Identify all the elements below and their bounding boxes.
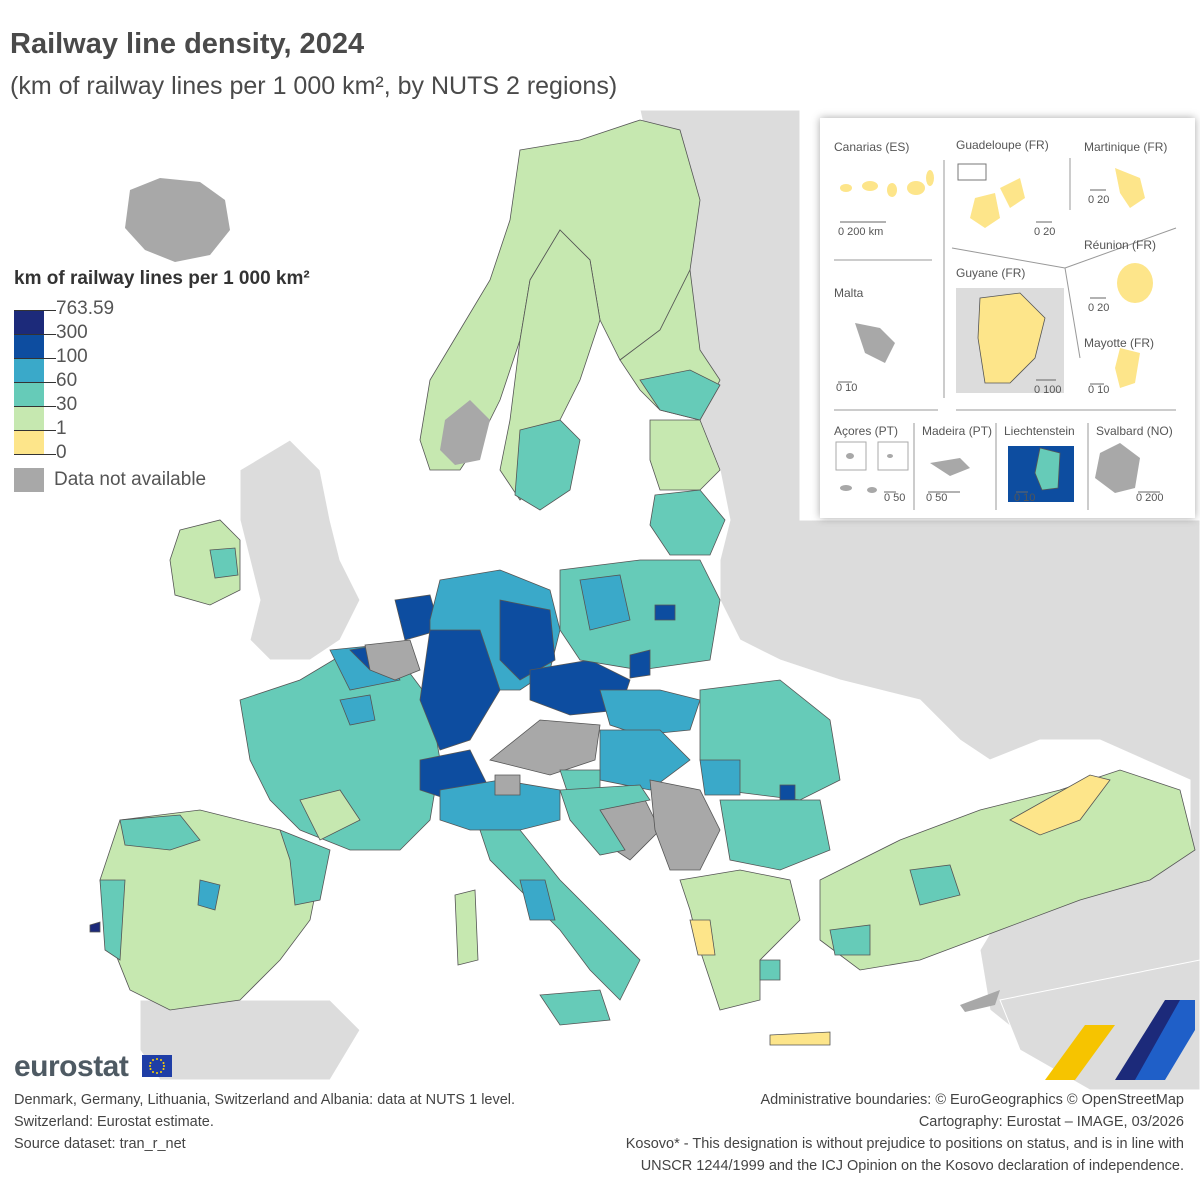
inset-drawings xyxy=(834,158,1177,510)
footnote-right-3: Kosovo* - This designation is without pr… xyxy=(625,1136,1184,1152)
map-title: Railway line density, 2024 xyxy=(10,28,365,60)
legend-label: 763.59 xyxy=(56,298,115,319)
legend-label: 300 xyxy=(56,322,88,343)
benelux xyxy=(349,594,441,681)
legend-swatch-1 xyxy=(14,310,44,334)
legend-tick xyxy=(14,430,56,431)
footnote-right-4: UNSCR 1244/1999 and the ICJ Opinion on t… xyxy=(640,1158,1184,1174)
legend-swatch-2 xyxy=(14,334,44,358)
italy xyxy=(439,774,641,1026)
legend-label: 60 xyxy=(56,370,78,391)
inset-label-mayotte: Mayotte (FR) xyxy=(1084,336,1155,350)
legend-label: 30 xyxy=(56,394,78,415)
southern-balkans xyxy=(679,869,831,1046)
france xyxy=(239,644,441,851)
scale-guyane: 0 100 xyxy=(1034,384,1062,396)
scale-malta: 0 10 xyxy=(836,382,858,394)
nordic-medium xyxy=(514,369,726,556)
norway-na xyxy=(440,400,490,465)
legend-swatch-3 xyxy=(14,358,44,382)
footnote-right-2: Cartography: Eurostat – IMAGE, 03/2026 xyxy=(918,1114,1184,1130)
scale-mayotte: 0 10 xyxy=(1088,384,1110,396)
inset-label-svalbard: Svalbard (NO) xyxy=(1096,424,1173,438)
scale-guadeloupe: 0 20 xyxy=(1034,226,1056,238)
legend-swatch-6 xyxy=(14,430,44,454)
scale-acores: 0 50 xyxy=(884,492,906,504)
inset-label-guyane: Guyane (FR) xyxy=(956,266,1026,280)
legend-title: km of railway lines per 1 000 km² xyxy=(14,268,310,289)
croatia xyxy=(559,784,651,856)
footnote-right-1: Administrative boundaries: © EuroGeograp… xyxy=(760,1092,1184,1108)
legend-label: 100 xyxy=(56,346,88,367)
inset-label-martinique: Martinique (FR) xyxy=(1084,140,1168,154)
legend-swatch-na xyxy=(14,468,44,492)
romania-bulgaria xyxy=(699,679,841,871)
east-central xyxy=(489,689,701,801)
scale-martinique: 0 20 xyxy=(1088,194,1110,206)
inset-label-reunion: Réunion (FR) xyxy=(1084,238,1157,252)
iberia xyxy=(89,809,331,1011)
cyprus xyxy=(960,990,1000,1012)
legend-tick xyxy=(14,310,56,311)
footnote-left-3: Source dataset: tran_r_net xyxy=(14,1136,186,1152)
legend-label: 0 xyxy=(56,442,67,463)
ireland xyxy=(169,519,241,606)
inset-label-guadeloupe: Guadeloupe (FR) xyxy=(956,138,1049,152)
legend-na-label: Data not available xyxy=(54,469,207,490)
scale-liechtenstein: 0 10 xyxy=(1014,492,1036,504)
eurostat-logo: eurostat xyxy=(14,1050,129,1083)
legend-tick xyxy=(14,454,56,455)
inset-label-acores: Açores (PT) xyxy=(834,424,899,438)
legend-tick xyxy=(14,358,56,359)
decorative-stripes xyxy=(1045,1000,1195,1080)
footnote-left-2: Switzerland: Eurostat estimate. xyxy=(14,1114,214,1130)
scale-svalbard: 0 200 xyxy=(1136,492,1164,504)
non-eu-land xyxy=(139,109,1200,1091)
inset-label-madeira: Madeira (PT) xyxy=(922,424,993,438)
legend-tick xyxy=(14,334,56,335)
legend-label: 1 xyxy=(56,418,67,439)
legend-tick xyxy=(14,406,56,407)
legend-swatch-4 xyxy=(14,382,44,406)
iceland xyxy=(125,178,230,262)
map-subtitle: (km of railway lines per 1 000 km², by N… xyxy=(10,72,618,100)
scale-reunion: 0 20 xyxy=(1088,302,1110,314)
scale-canarias: 0 200 km xyxy=(838,226,884,238)
central-high xyxy=(419,569,631,801)
footnote-left-1: Denmark, Germany, Lithuania, Switzerland… xyxy=(14,1092,516,1108)
eu-flag-icon xyxy=(142,1055,172,1077)
inset-label-canarias: Canarias (ES) xyxy=(834,140,910,154)
inset-label-malta: Malta xyxy=(834,286,864,300)
turkey xyxy=(819,769,1196,971)
scale-madeira: 0 50 xyxy=(926,492,948,504)
poland-baltic xyxy=(559,559,721,679)
inset-panel: Canarias (ES) Guadeloupe (FR) Martinique… xyxy=(820,118,1195,518)
legend-tick xyxy=(14,382,56,383)
inset-label-liechtenstein: Liechtenstein xyxy=(1004,424,1075,438)
legend-swatch-5 xyxy=(14,406,44,430)
